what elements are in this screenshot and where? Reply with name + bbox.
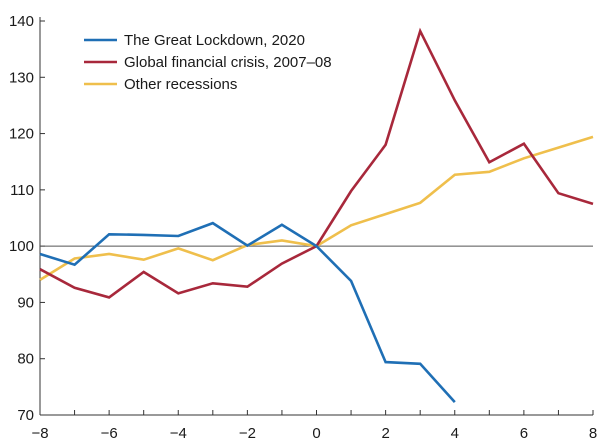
- x-tick-label: 2: [381, 425, 389, 442]
- x-tick-label: −2: [239, 425, 256, 442]
- x-tick-label: 6: [520, 425, 528, 442]
- y-tick-label: 90: [17, 294, 34, 311]
- x-tick-label: 8: [589, 425, 597, 442]
- series-lines: [39, 27, 594, 403]
- legend-label: Other recessions: [124, 76, 237, 93]
- x-tick-label: −4: [170, 425, 187, 442]
- y-tick-label: 100: [9, 238, 34, 255]
- y-tick-label: 110: [10, 182, 34, 199]
- y-tick-label: 140: [9, 13, 34, 30]
- x-tick-label: 0: [312, 425, 320, 442]
- legend-label: The Great Lockdown, 2020: [124, 32, 305, 49]
- y-tick-label: 80: [17, 351, 34, 368]
- series-line-2: [39, 135, 594, 282]
- y-tick-label: 70: [17, 407, 34, 424]
- axes: 70 80 90 100 110 120 130 140 −8 −6 −4 −2 0 2 4 6 8: [9, 13, 597, 442]
- series-line-0: [39, 221, 456, 403]
- x-tick-label: −6: [101, 425, 118, 442]
- legend: The Great Lockdown, 2020 Global financial…: [84, 32, 332, 93]
- legend-label: Global financial crisis, 2007–08: [124, 54, 332, 71]
- x-tick-label: 4: [451, 425, 459, 442]
- y-tick-label: 130: [9, 69, 34, 86]
- x-tick-label: −8: [31, 425, 48, 442]
- y-tick-label: 120: [9, 126, 34, 143]
